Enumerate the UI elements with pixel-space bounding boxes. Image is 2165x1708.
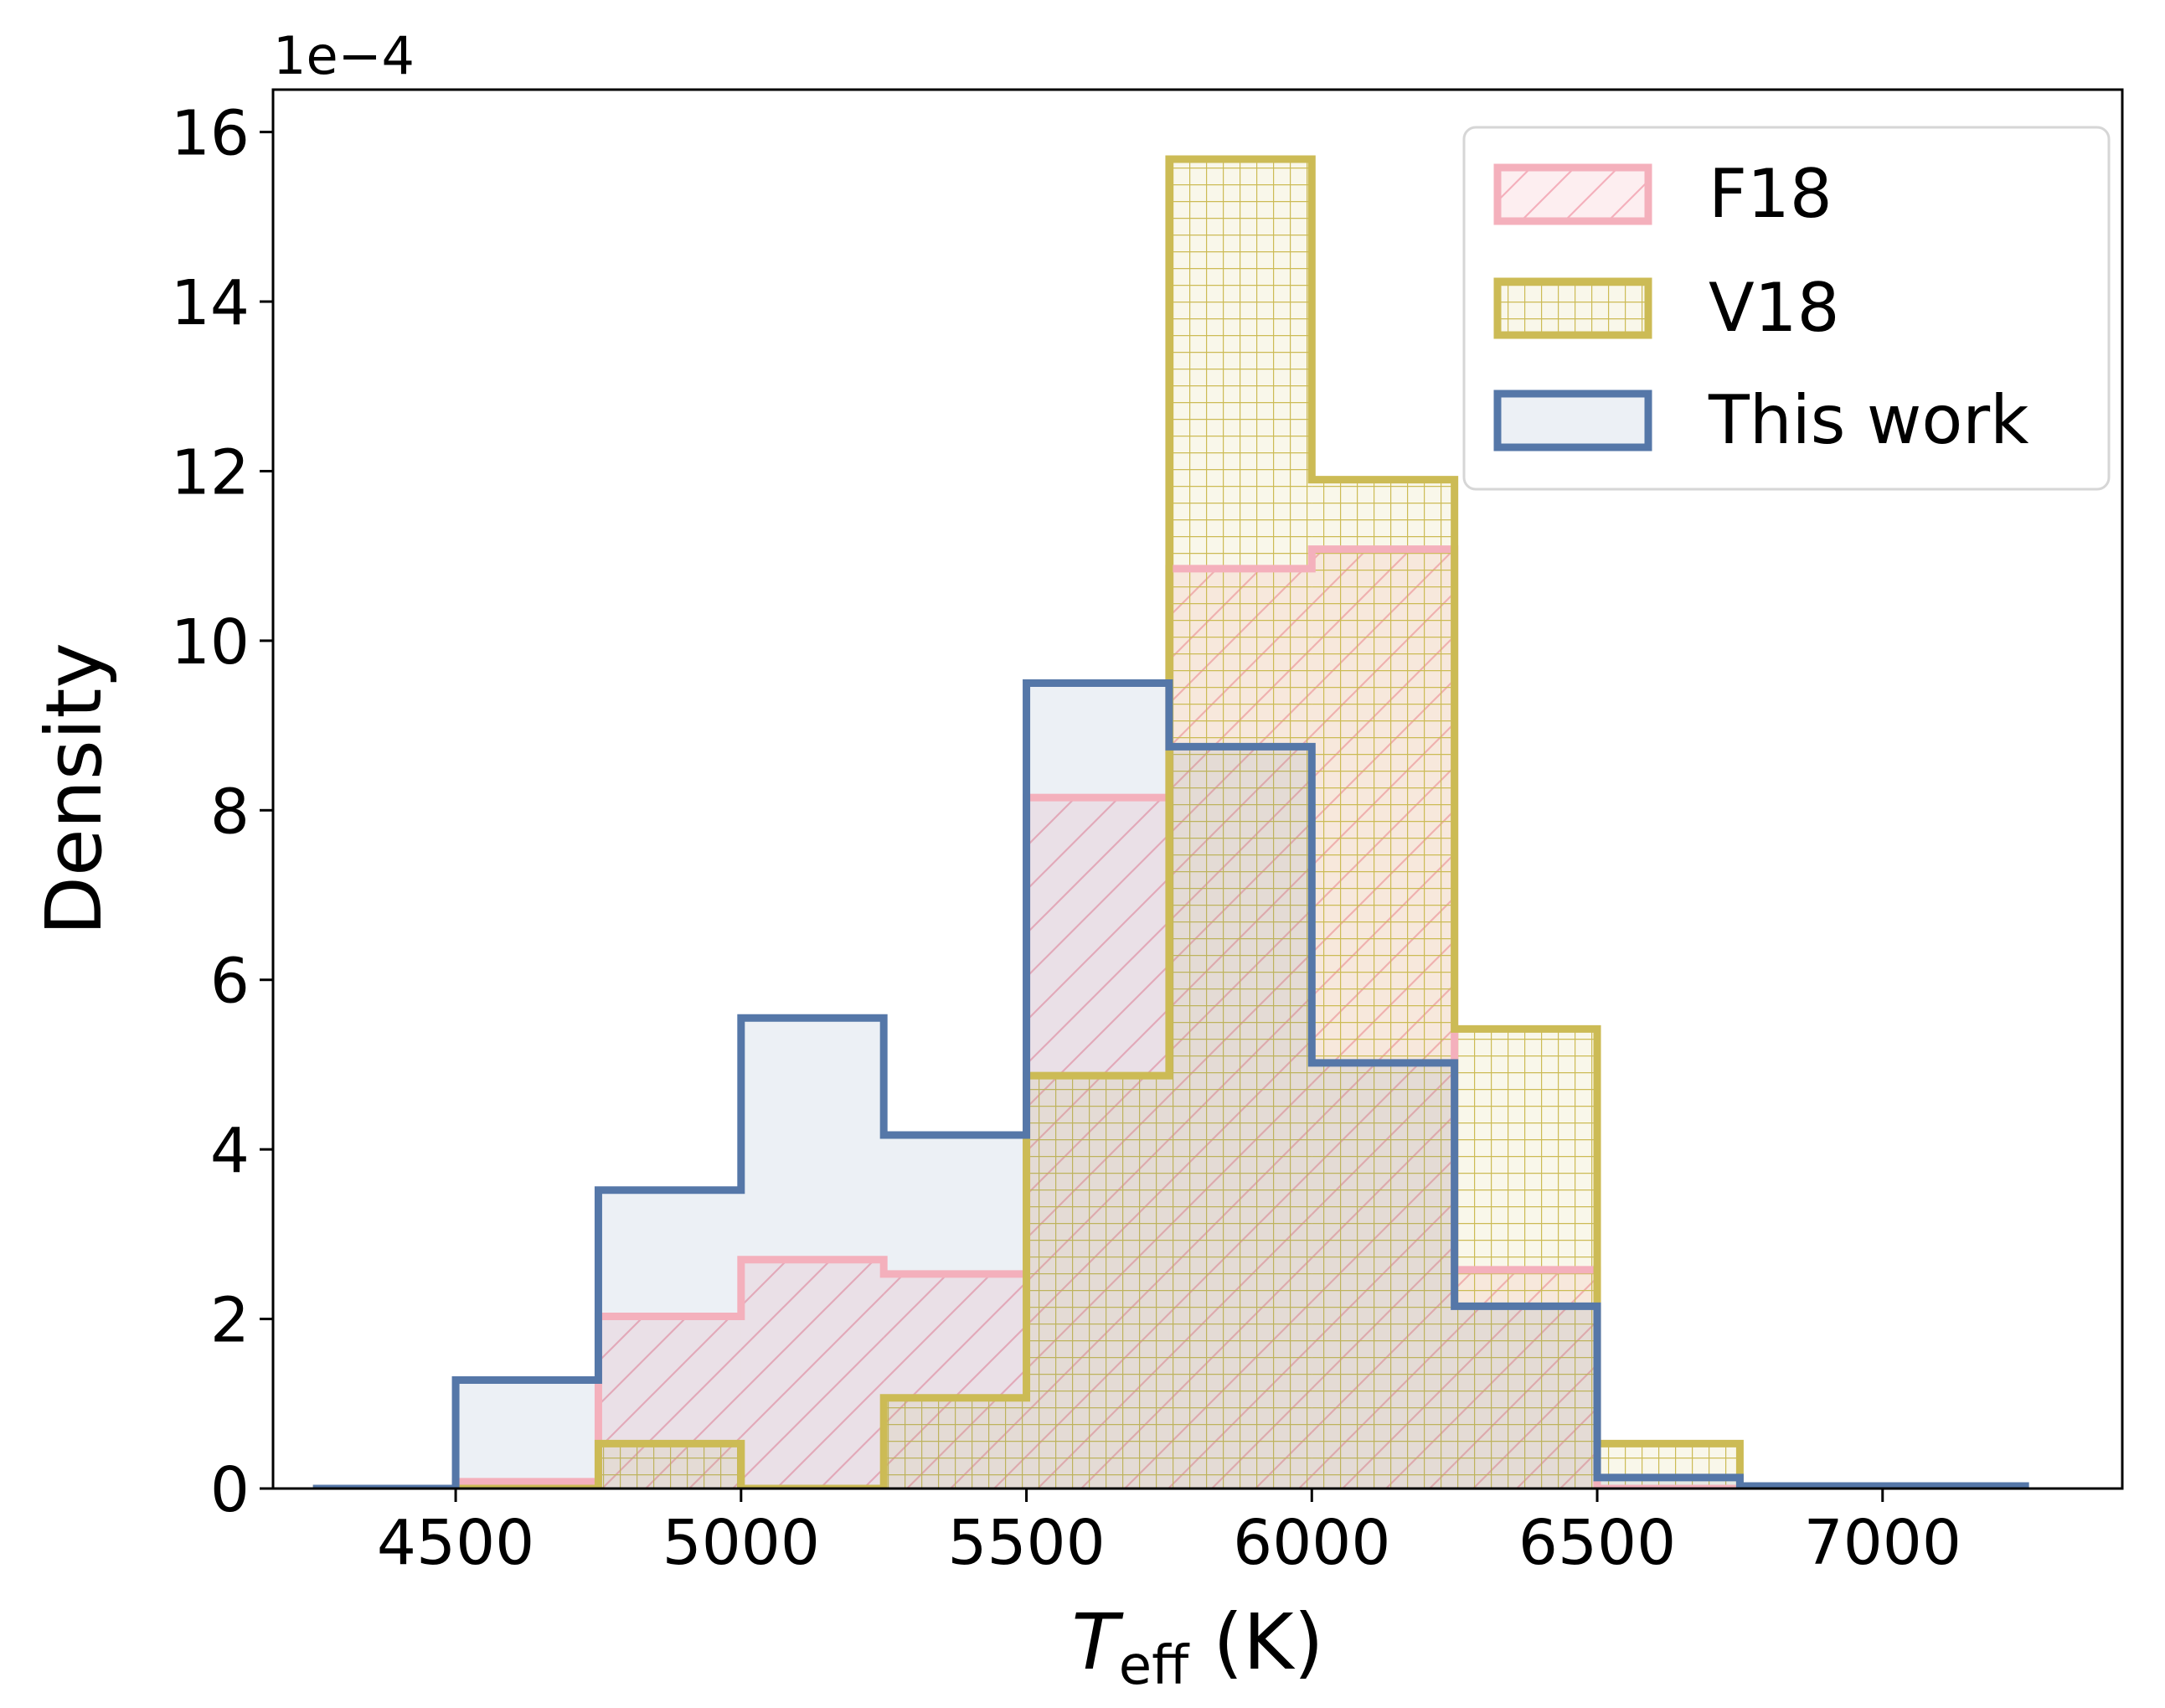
series-v18	[598, 158, 1740, 1489]
y-tick-label: 10	[171, 606, 250, 679]
x-tick-label: 6000	[1233, 1507, 1390, 1579]
bar-hatch	[1312, 479, 1455, 1489]
legend-label: F18	[1709, 155, 1833, 233]
x-axis-label-unit: (K)	[1188, 1597, 1323, 1687]
x-axis-label-sub: eff	[1119, 1635, 1190, 1697]
legend-swatch-outline	[1493, 277, 1652, 339]
y-tick-label: 8	[210, 776, 250, 848]
x-axis-label: Teff (K)	[1071, 1597, 1323, 1697]
bar-fill	[456, 1380, 599, 1489]
legend-swatch-fill	[1497, 394, 1648, 447]
y-tick-label: 12	[171, 436, 250, 508]
x-axis: 4500 5000 5500 6000 6500 7000	[377, 1489, 1961, 1579]
y-offset-label: 1e−4	[273, 25, 415, 86]
legend-swatch-outline	[1493, 390, 1652, 452]
x-axis-label-main: T	[1071, 1597, 1124, 1687]
x-tick-label: 6500	[1518, 1507, 1676, 1579]
y-tick-label: 0	[210, 1454, 250, 1526]
legend-label: V18	[1709, 269, 1840, 347]
step-outline-v18	[312, 155, 2026, 1489]
series-this-work	[456, 683, 2026, 1489]
bars-layer	[312, 155, 2029, 1489]
legend-swatch-hatch	[1497, 281, 1648, 335]
legend-swatch-hatch	[1497, 168, 1648, 221]
bar-hatch	[740, 1259, 884, 1489]
legend-label: This work	[1708, 381, 2029, 459]
y-tick-label: 16	[171, 98, 250, 170]
bar-hatch	[1168, 158, 1312, 1489]
y-tick-label: 4	[210, 1115, 250, 1187]
y-tick-label: 14	[171, 267, 250, 339]
bar-fill	[1026, 683, 1169, 1489]
x-tick-label: 4500	[377, 1507, 534, 1579]
x-tick-label: 7000	[1804, 1507, 1961, 1579]
step-outline-this-work	[312, 679, 2029, 1489]
plot-frame	[271, 88, 2124, 1490]
bar-hatch	[1026, 1076, 1169, 1489]
bar-hatch	[884, 1397, 1027, 1489]
y-axis: 0 2 4 6 8 10 12 14 16	[171, 98, 273, 1526]
bar-fill	[598, 1189, 741, 1489]
bar-hatch	[598, 1443, 741, 1489]
x-tick-label: 5500	[947, 1507, 1105, 1579]
bar-fill	[740, 1018, 884, 1489]
bar-fill	[884, 1134, 1027, 1489]
x-tick-label: 5000	[662, 1507, 820, 1579]
bar-fill	[1454, 1306, 1598, 1489]
legend: F18 V18 This work	[1462, 126, 2111, 491]
y-axis-label: Density	[29, 642, 119, 936]
y-tick-label: 6	[210, 946, 250, 1018]
bar-hatch	[1454, 1029, 1598, 1489]
bar-fill	[1312, 1062, 1455, 1489]
bar-fill	[1168, 746, 1312, 1489]
legend-swatch-outline	[1493, 163, 1652, 225]
y-tick-label: 2	[210, 1285, 250, 1357]
